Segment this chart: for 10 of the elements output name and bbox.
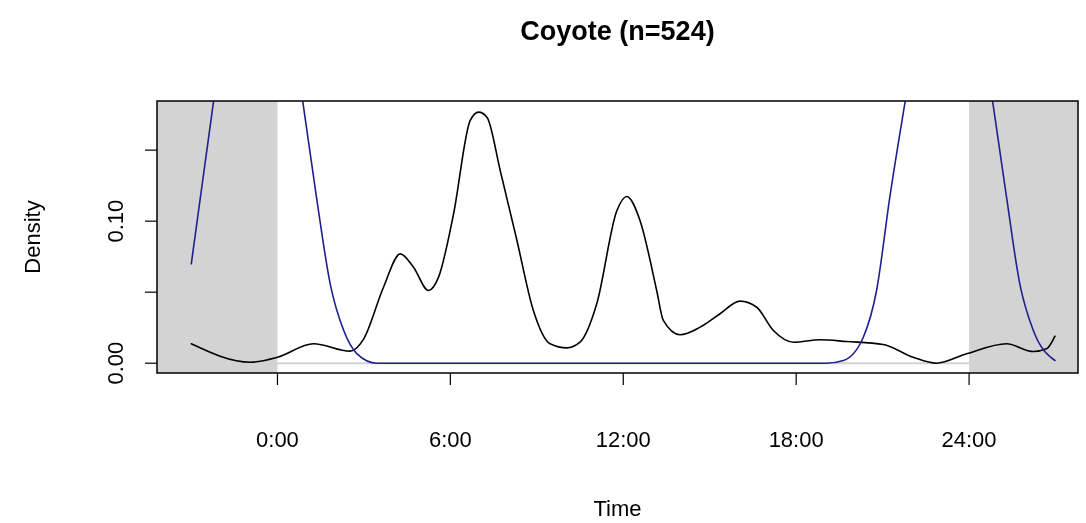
x-tick-label: 12:00 bbox=[595, 427, 651, 452]
y-tick-label: 0.10 bbox=[103, 199, 128, 243]
x-tick-label: 0:00 bbox=[256, 427, 299, 452]
x-tick-label: 18:00 bbox=[768, 427, 824, 452]
x-tick-label: 24:00 bbox=[941, 427, 997, 452]
x-axis-title: Time bbox=[593, 496, 642, 521]
x-tick-label: 6:00 bbox=[428, 427, 472, 452]
y-tick-label: 0.00 bbox=[103, 341, 128, 385]
chart-title: Coyote (n=524) bbox=[520, 16, 715, 46]
y-axis-title: Density bbox=[20, 200, 45, 274]
